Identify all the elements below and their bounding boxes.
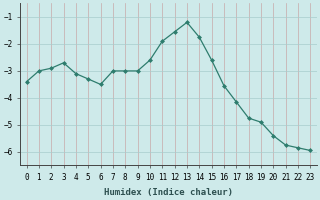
X-axis label: Humidex (Indice chaleur): Humidex (Indice chaleur) (104, 188, 233, 197)
